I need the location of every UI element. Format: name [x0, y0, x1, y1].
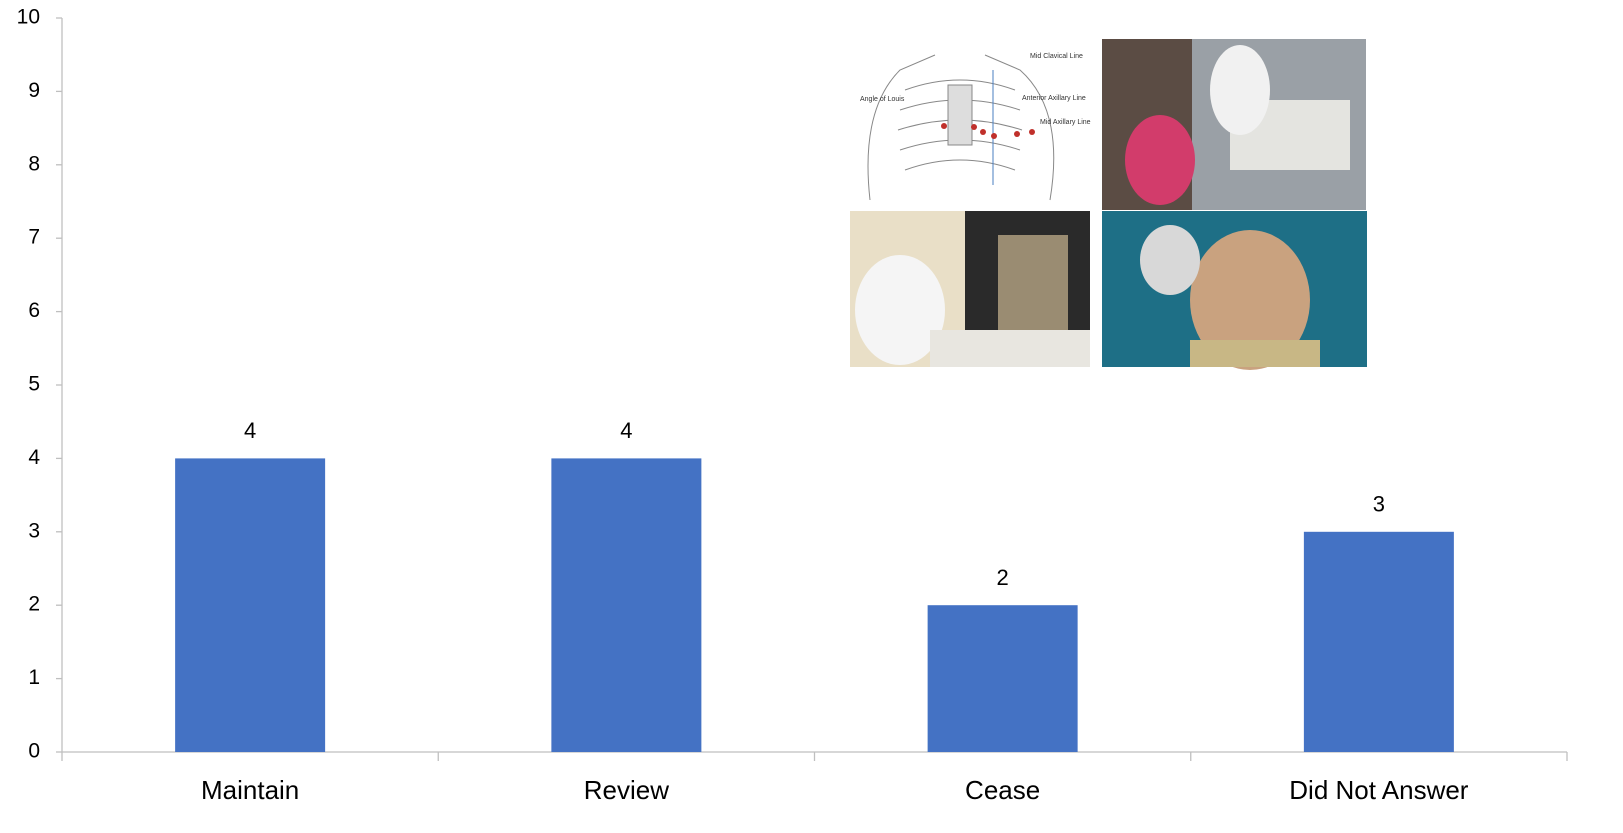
photo-part — [1190, 340, 1320, 367]
bar — [551, 458, 702, 752]
y-tick-label: 5 — [28, 373, 40, 396]
photo-part — [1140, 225, 1200, 295]
x-tick-label: Review — [584, 775, 669, 805]
photo-part — [1125, 115, 1195, 205]
data-label: 4 — [244, 418, 256, 443]
y-tick-label: 9 — [28, 79, 40, 102]
photo-part — [855, 255, 945, 365]
photo-part — [1210, 45, 1270, 135]
y-tick-label: 8 — [28, 152, 40, 175]
y-tick-label: 1 — [28, 666, 40, 689]
y-tick-label: 6 — [28, 299, 40, 322]
y-tick-label: 2 — [28, 593, 40, 616]
ribcage — [867, 54, 1055, 201]
annotation: Anterior Axillary Line — [1022, 95, 1086, 102]
photo-collage: Mid Clavical Line Angle of Louis Anterio… — [846, 39, 1367, 370]
bar — [927, 605, 1078, 752]
data-label: 3 — [1373, 492, 1385, 517]
y-tick-label: 4 — [28, 446, 40, 469]
y-tick-label: 10 — [17, 6, 40, 29]
y-tick-label: 3 — [28, 519, 40, 542]
photo-part — [1190, 230, 1310, 370]
annotation: Mid Axillary Line — [1040, 119, 1091, 126]
data-label: 2 — [997, 565, 1009, 590]
bar — [175, 458, 326, 752]
bar — [1303, 531, 1454, 752]
x-tick-label: Did Not Answer — [1289, 775, 1469, 805]
annotation: Angle of Louis — [860, 96, 905, 103]
electrodes — [941, 123, 1035, 139]
plot: 0 1 2 3 4 5 6 7 8 9 10 Maintain 4 Review 4 Cease 2 Did No… — [17, 6, 1568, 805]
y-tick-label: 0 — [28, 740, 40, 763]
x-tick-label: Cease — [965, 775, 1040, 805]
data-label: 4 — [620, 418, 632, 443]
photo-part — [998, 235, 1068, 335]
photo-part — [930, 330, 1090, 367]
y-tick-label: 7 — [28, 226, 40, 249]
x-tick-label: Maintain — [201, 775, 299, 805]
annotation: Mid Clavical Line — [1030, 53, 1083, 60]
